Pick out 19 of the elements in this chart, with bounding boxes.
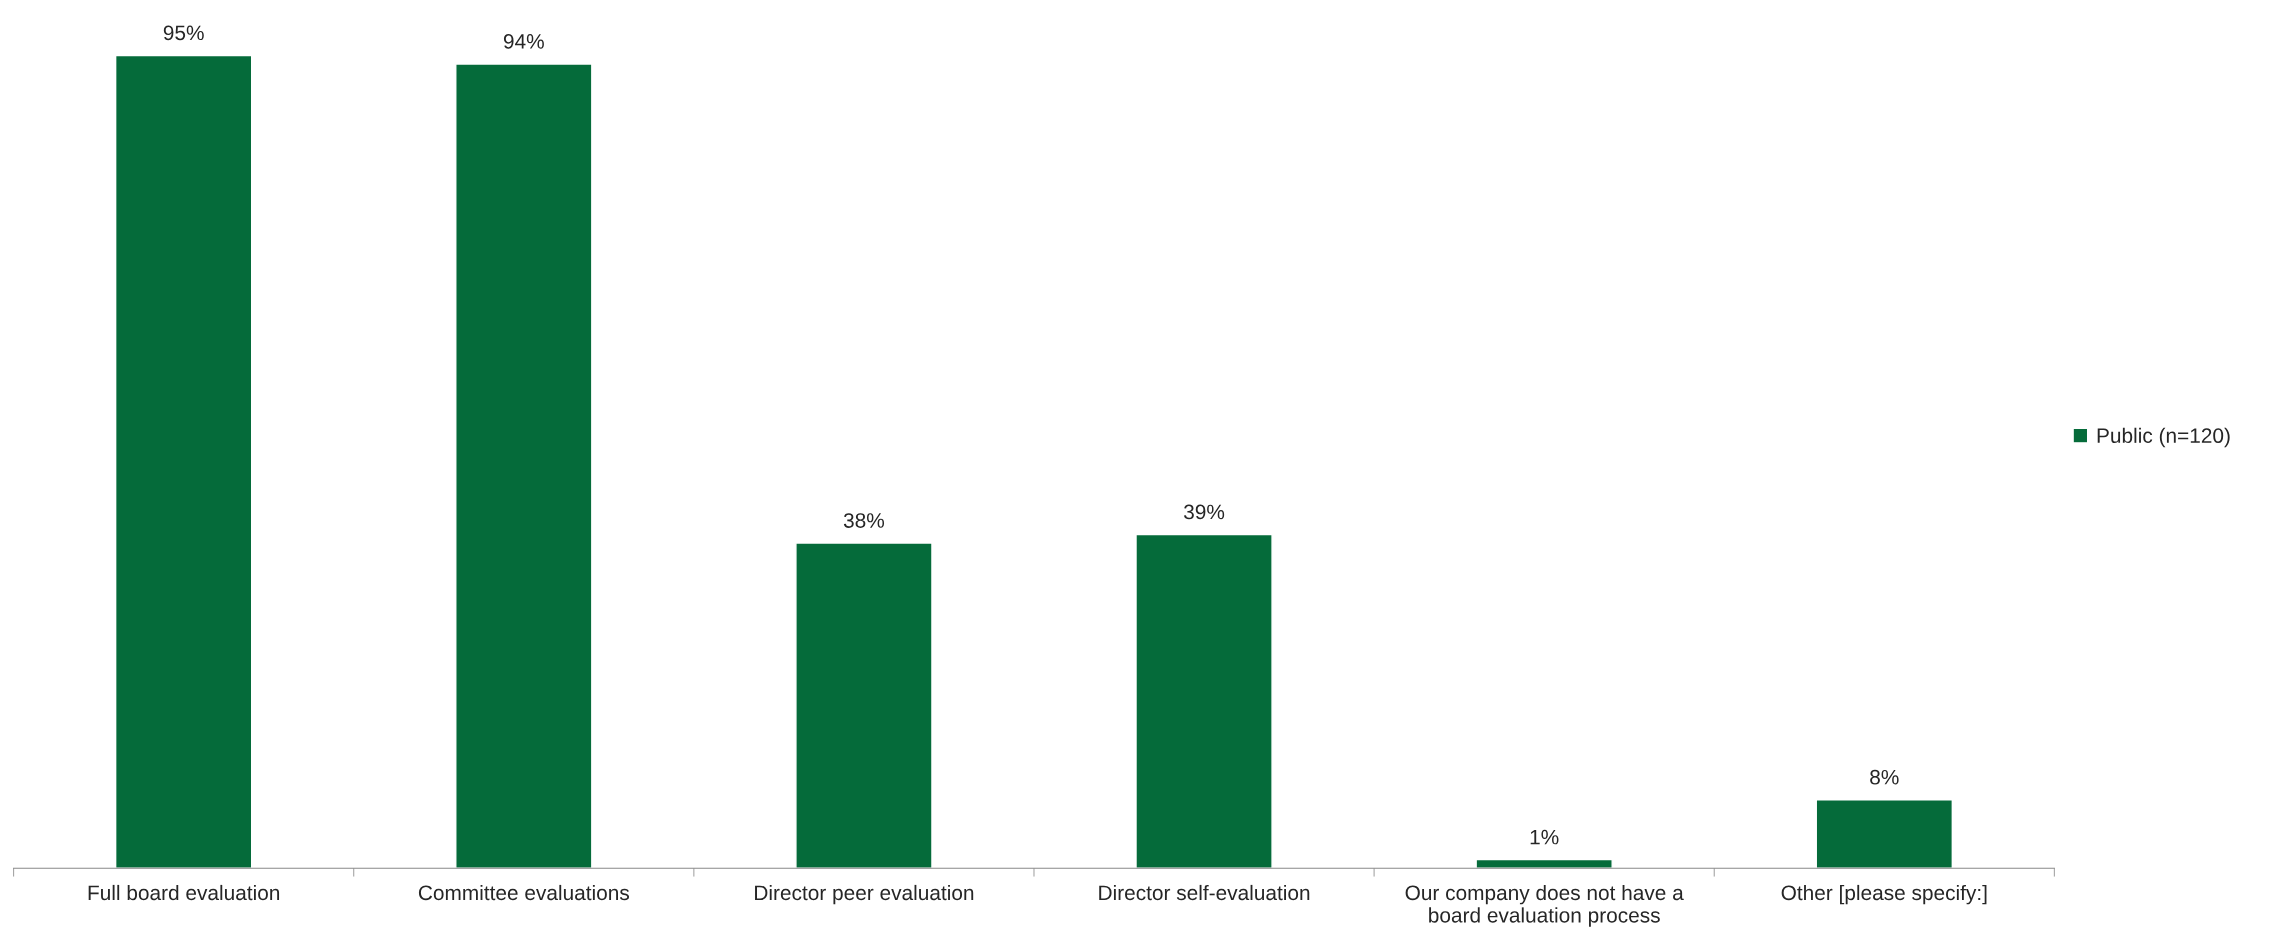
x-tick-label: Director self-evaluation bbox=[1099, 884, 1310, 901]
bar bbox=[1135, 533, 1273, 869]
bar bbox=[1815, 799, 1954, 869]
x-tick-label: Committee evaluations bbox=[418, 884, 630, 901]
bar bbox=[1475, 858, 1613, 869]
legend-label: Public (n=120) bbox=[2097, 427, 2230, 448]
x-tick-label: Our company does not have a board evaluation process bbox=[1405, 884, 1684, 927]
bar bbox=[795, 542, 933, 869]
data-label: 8% bbox=[1870, 769, 1899, 785]
x-tick-label: Director peer evaluation bbox=[755, 884, 974, 905]
x-tick-label: Other [please specify:] bbox=[1781, 884, 1987, 905]
bar bbox=[455, 63, 593, 869]
x-tick-label: Full board evaluation bbox=[88, 884, 280, 901]
data-label: 38% bbox=[843, 513, 885, 528]
bar bbox=[114, 54, 253, 869]
data-label: 95% bbox=[163, 25, 204, 41]
data-label: 94% bbox=[503, 34, 544, 49]
data-label: 39% bbox=[1183, 504, 1225, 520]
data-label: 1% bbox=[1530, 829, 1559, 845]
